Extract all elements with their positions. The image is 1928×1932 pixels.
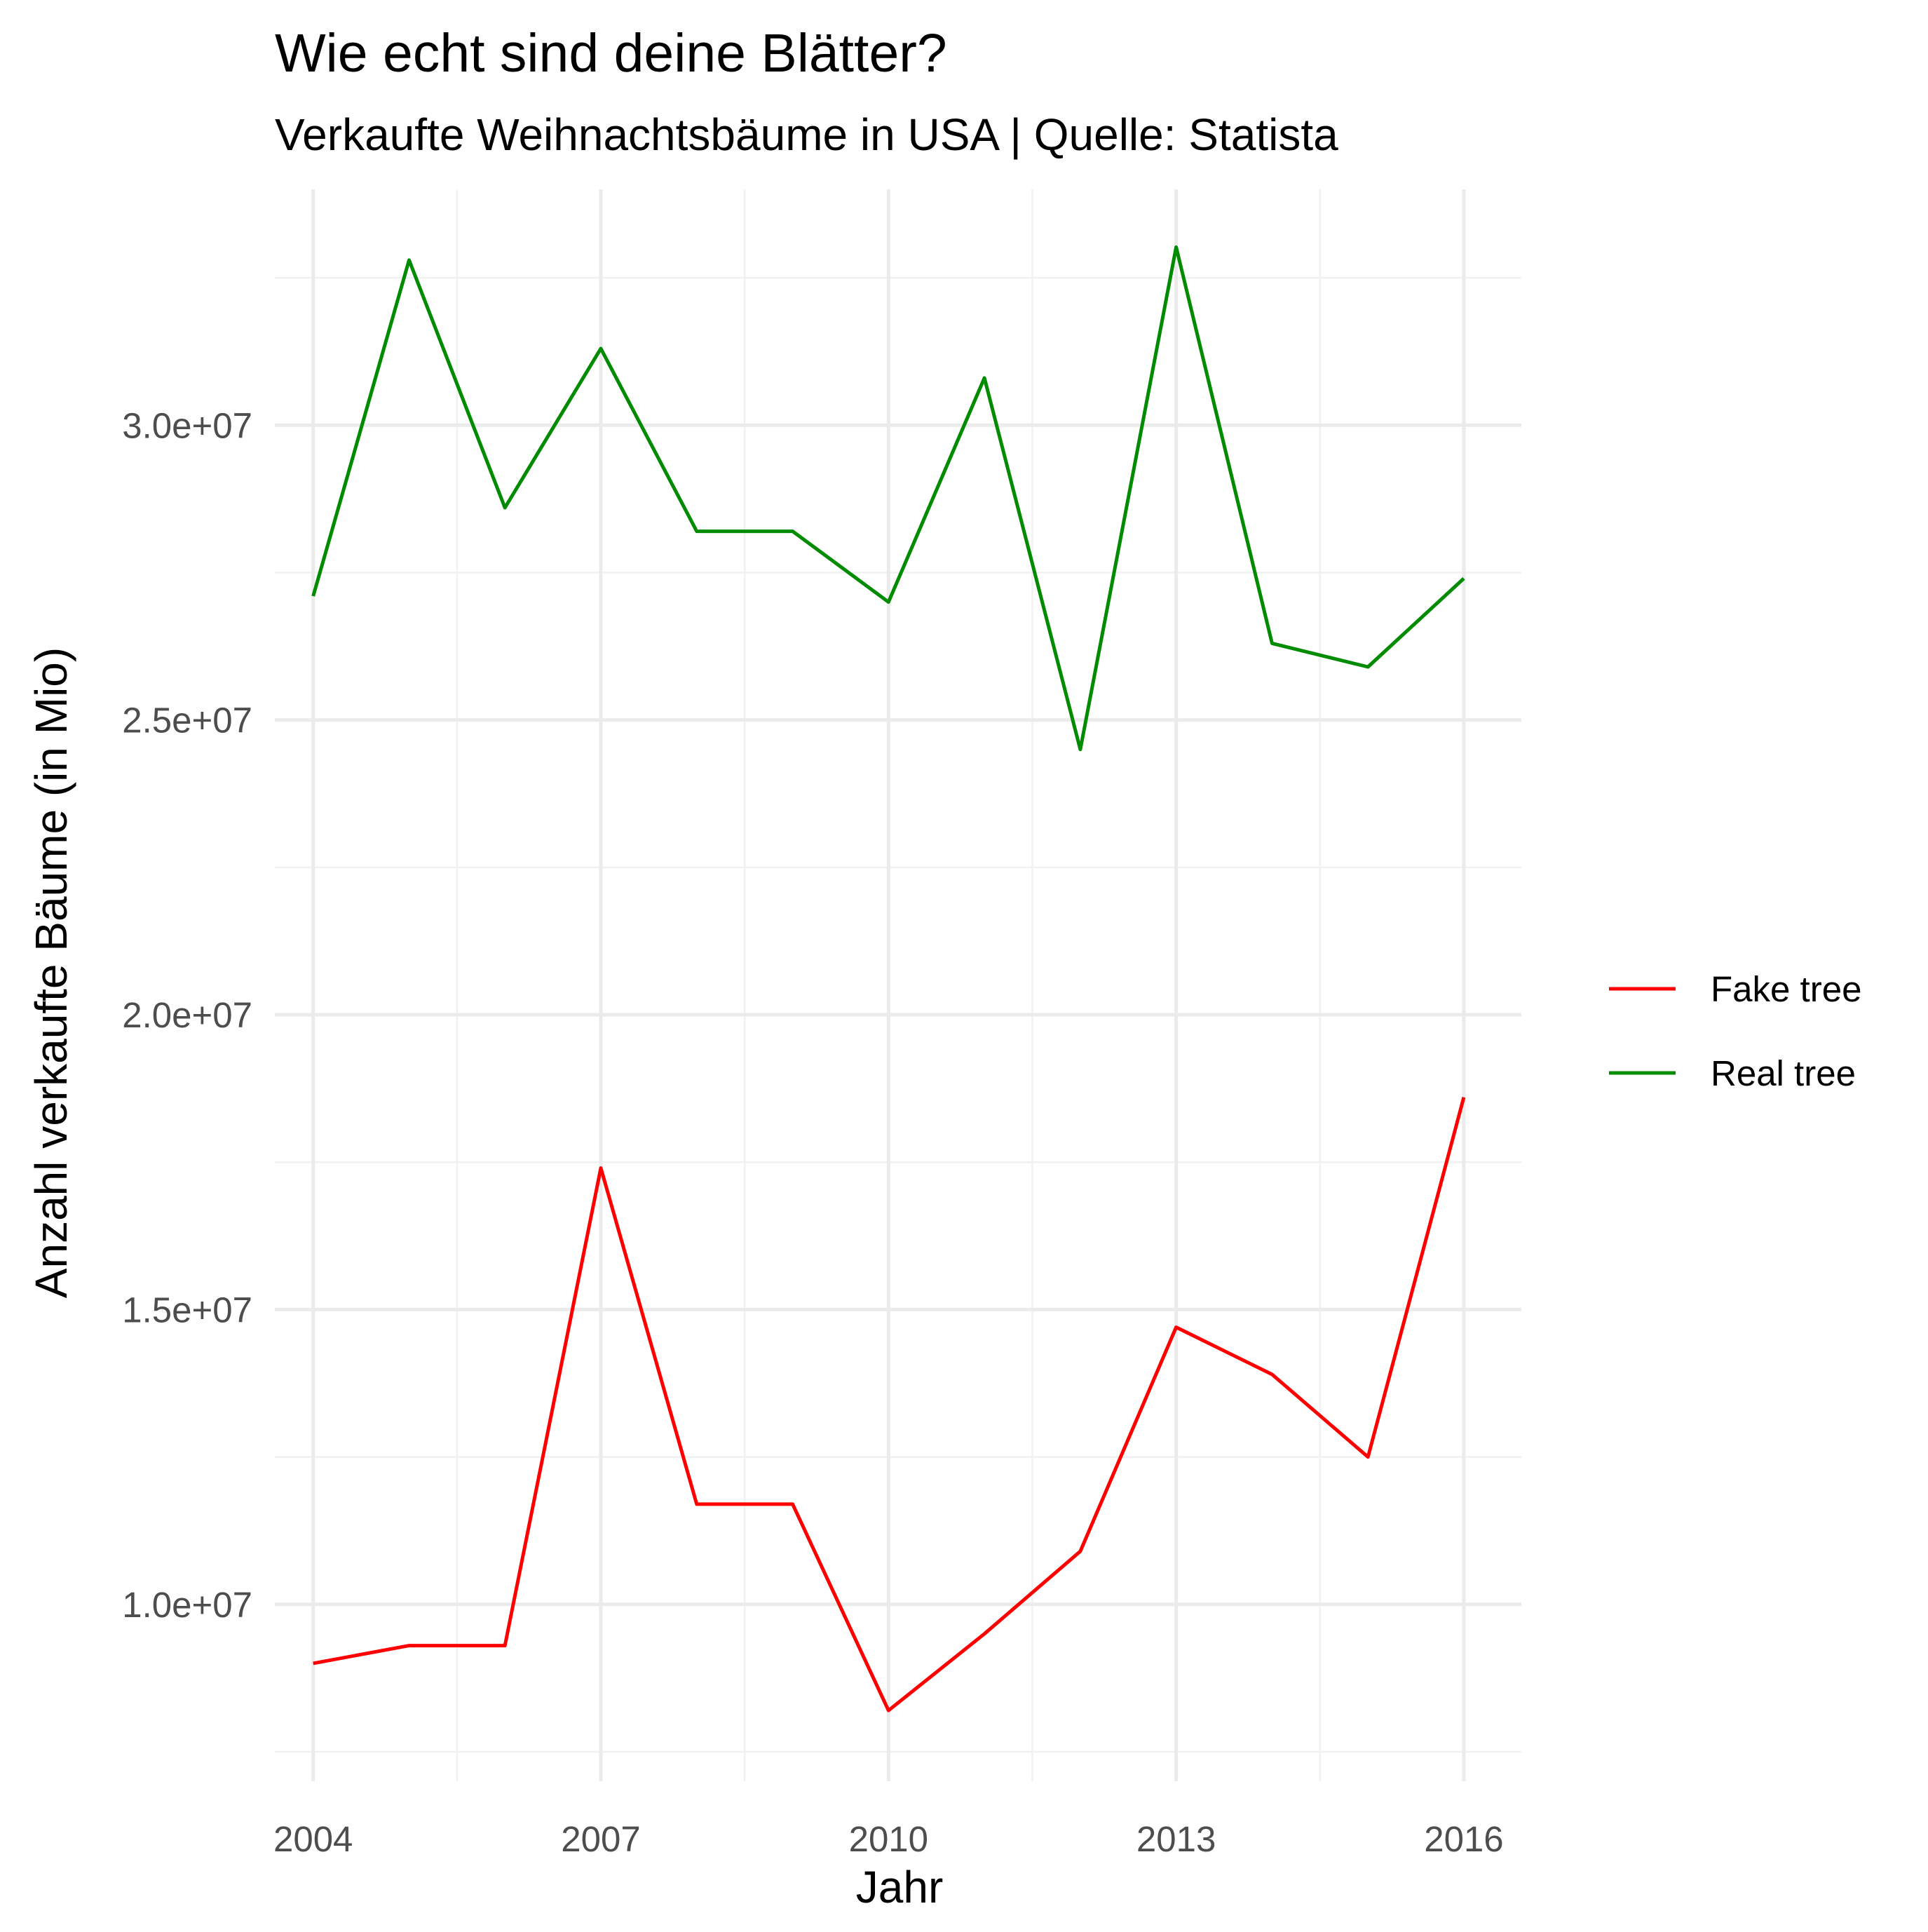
- x-tick-label: 2016: [1424, 1819, 1503, 1859]
- chart-subtitle: Verkaufte Weihnachtsbäume in USA | Quell…: [275, 109, 1338, 160]
- x-tick-label: 2013: [1136, 1819, 1216, 1859]
- y-tick-label: 1.5e+07: [122, 1290, 252, 1330]
- y-tick-label: 3.0e+07: [122, 405, 252, 445]
- x-tick-label: 2004: [273, 1819, 353, 1859]
- grid-layer: [275, 189, 1521, 1781]
- series-line-real-tree: [311, 245, 1465, 752]
- series-layer: [311, 245, 1466, 1713]
- y-tick-label: 2.0e+07: [122, 995, 252, 1035]
- chart-title: Wie echt sind deine Blätter?: [275, 23, 947, 83]
- series-line-fake-tree: [313, 1097, 1466, 1713]
- y-axis-ticks: 1.0e+07 1.5e+07 2.0e+07 2.5e+07 3.0e+07: [122, 405, 252, 1624]
- x-axis-ticks: 2004 2007 2010 2013 2016: [273, 1819, 1504, 1859]
- x-tick-label: 2007: [561, 1819, 640, 1859]
- x-axis-title: Jahr: [856, 1862, 944, 1912]
- legend: Fake tree Real tree: [1609, 969, 1861, 1093]
- y-axis-title: Anzahl verkaufte Bäume (in Mio): [26, 647, 76, 1298]
- y-tick-label: 2.5e+07: [122, 701, 252, 741]
- y-tick-label: 1.0e+07: [122, 1585, 252, 1625]
- legend-label-real-tree: Real tree: [1711, 1053, 1856, 1093]
- x-tick-label: 2010: [849, 1819, 928, 1859]
- legend-label-fake-tree: Fake tree: [1711, 969, 1861, 1009]
